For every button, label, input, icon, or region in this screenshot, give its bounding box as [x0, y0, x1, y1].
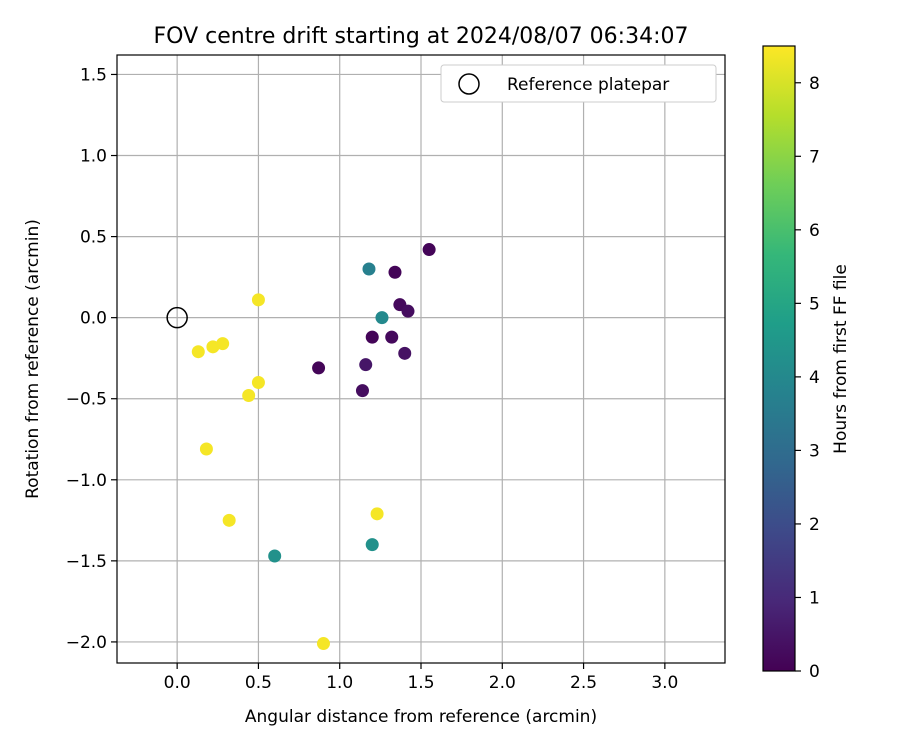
x-axis-label: Angular distance from reference (arcmin)	[245, 707, 597, 727]
data-point	[422, 243, 436, 257]
y-tick-label: −2.0	[66, 633, 107, 653]
data-point	[385, 330, 399, 344]
data-point	[370, 507, 384, 521]
grid	[117, 55, 725, 663]
legend-marker-reference	[458, 73, 480, 95]
data-points	[166, 243, 436, 651]
colorbar-tick-label: 8	[809, 74, 820, 94]
x-tick-label: 1.0	[326, 673, 353, 693]
x-tick-label: 3.0	[651, 673, 678, 693]
legend-box	[440, 64, 717, 103]
y-tick-label: 0.0	[80, 309, 107, 329]
y-tick-label: −0.5	[66, 390, 107, 410]
legend: Reference platepar	[440, 64, 717, 103]
colorbar-tick-label: 5	[809, 294, 820, 314]
y-axis-label: Rotation from reference (arcmin)	[23, 219, 43, 499]
x-tick-label: 0.0	[164, 673, 191, 693]
data-point	[251, 293, 265, 307]
colorbar: 0 1 2 3 4 5 6 7 8 Hours from first FF file	[762, 45, 851, 682]
colorbar-ticks: 0 1 2 3 4 5 6 7 8	[795, 74, 820, 682]
data-point	[401, 304, 415, 318]
data-point	[316, 637, 330, 651]
colorbar-tick-label: 2	[809, 515, 820, 535]
data-point	[355, 384, 369, 398]
y-tick-label: 1.0	[80, 147, 107, 167]
colorbar-label: Hours from first FF file	[831, 264, 851, 454]
data-point	[251, 376, 265, 390]
x-tick-label: 0.5	[245, 673, 272, 693]
data-point	[362, 262, 376, 276]
data-point	[365, 538, 379, 552]
data-point	[222, 513, 236, 527]
colorbar-tick-label: 4	[809, 368, 820, 388]
data-point	[216, 337, 230, 351]
axis-ticks: 0.0 0.5 1.0 1.5 2.0 2.5 3.0 1.5 1.0 0.5 0.0 −0.5 −1.…	[66, 65, 679, 693]
colorbar-gradient	[762, 45, 796, 672]
x-tick-label: 2.0	[489, 673, 516, 693]
reference-platepar-marker	[166, 306, 188, 329]
y-tick-label: 0.5	[80, 228, 107, 248]
data-point	[365, 330, 379, 344]
data-point	[268, 549, 282, 563]
y-tick-label: −1.5	[66, 552, 107, 572]
colorbar-tick-label: 7	[809, 147, 820, 167]
x-tick-label: 2.5	[570, 673, 597, 693]
data-point	[359, 358, 373, 372]
chart-title: FOV centre drift starting at 2024/08/07 …	[154, 24, 689, 49]
x-tick-label: 1.5	[407, 673, 434, 693]
colorbar-tick-label: 3	[809, 441, 820, 461]
data-point	[242, 388, 256, 402]
data-point	[206, 340, 220, 354]
y-tick-label: −1.0	[66, 471, 107, 491]
data-point	[375, 311, 389, 325]
data-point	[191, 345, 205, 359]
colorbar-tick-label: 0	[809, 662, 820, 682]
colorbar-tick-label: 6	[809, 221, 820, 241]
data-point	[199, 442, 213, 456]
legend-entry-reference: Reference platepar	[507, 75, 669, 95]
colorbar-tick-label: 1	[809, 588, 820, 608]
data-point	[388, 265, 402, 279]
y-tick-label: 1.5	[80, 65, 107, 85]
data-point	[312, 361, 326, 375]
data-point	[398, 346, 412, 360]
